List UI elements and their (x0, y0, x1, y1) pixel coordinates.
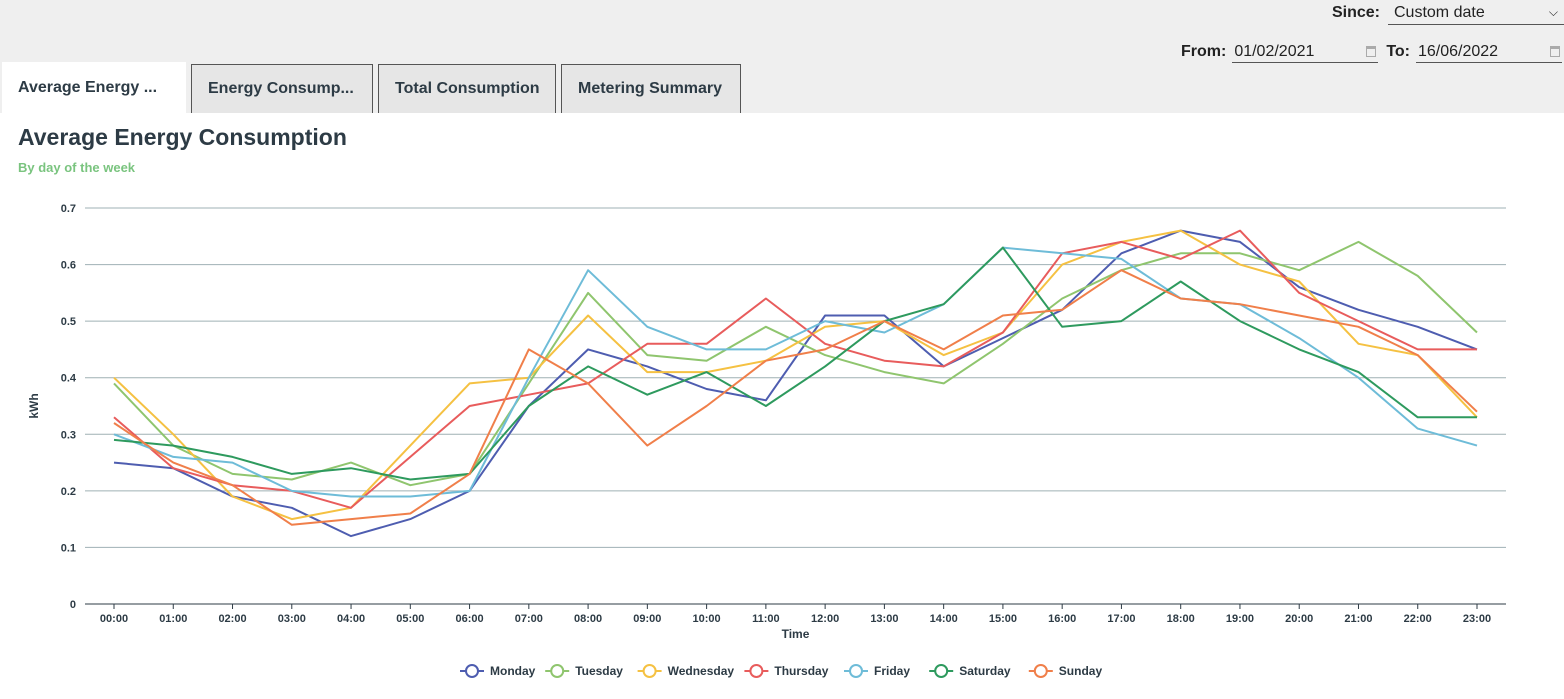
from-label: From: (1180, 43, 1227, 60)
x-tick-label: 22:00 (1404, 613, 1432, 625)
since-dropdown-value: Custom date (1394, 3, 1485, 21)
calendar-icon[interactable] (1366, 46, 1377, 57)
legend-label: Tuesday (575, 664, 623, 678)
legend-marker (1033, 664, 1048, 678)
legend-label: Friday (874, 664, 910, 678)
x-tick-label: 05:00 (396, 613, 424, 625)
chart-legend: Monday Tuesday Wednesday Thursday Friday Satu… (460, 664, 1102, 678)
legend-marker (642, 664, 657, 678)
legend-item-friday: Friday (844, 664, 910, 678)
tab-total-consumption[interactable]: Total Consumption (378, 64, 556, 113)
panel-title: Average Energy Consumption (18, 124, 347, 150)
chart-axes: 0 0.1 0.2 0.3 0.4 0.5 0.6 0.7 00:00 01:00 02:00 03:… (27, 203, 1506, 641)
x-tick-label: 23:00 (1463, 613, 1491, 625)
series-line-sunday (113, 269, 1478, 526)
chevron-down-icon: ⌵ (1548, 5, 1558, 19)
x-tick-label: 19:00 (1226, 613, 1254, 625)
series-line-monday (113, 229, 1478, 538)
x-tick-label: 15:00 (989, 613, 1017, 625)
legend-label: Monday (490, 664, 536, 678)
series-line-tuesday (113, 240, 1478, 487)
from-date-value: 01/02/2021 (1234, 42, 1315, 60)
series-line-thursday (113, 229, 1477, 509)
x-tick-label: 07:00 (515, 613, 543, 625)
series-line-wednesday (113, 229, 1478, 521)
legend-label: Thursday (774, 664, 828, 678)
legend-item-tuesday: Tuesday (545, 664, 623, 678)
series-line-friday (113, 246, 1478, 498)
y-tick-label: 0.7 (61, 203, 76, 215)
legend-label: Sunday (1059, 664, 1103, 678)
legend-item-wednesday: Wednesday (637, 664, 735, 678)
x-tick-label: 12:00 (811, 613, 839, 625)
x-tick-label: 01:00 (159, 613, 187, 625)
x-tick-label: 20:00 (1285, 613, 1313, 625)
x-tick-label: 18:00 (1167, 613, 1195, 625)
tab-bar: Average Energy ... Energy Consump... Tot… (2, 62, 746, 113)
x-tick-label: 03:00 (278, 613, 306, 625)
tab-energy-consumption[interactable]: Energy Consump... (191, 64, 373, 113)
from-date-input[interactable]: 01/02/2021 (1232, 41, 1379, 63)
since-label: Since: (1331, 4, 1380, 21)
x-tick-label: 17:00 (1107, 613, 1135, 625)
x-tick-label: 00:00 (100, 613, 128, 625)
x-tick-label: 10:00 (693, 613, 721, 625)
x-tick-label: 11:00 (752, 613, 780, 625)
to-label: To: (1386, 43, 1410, 60)
calendar-icon[interactable] (1550, 46, 1560, 57)
y-axis-title: kWh (27, 393, 41, 418)
to-date-input[interactable]: 16/06/2022 (1416, 41, 1562, 63)
top-toolbar: Since: Custom date ⌵ From: 01/02/2021 To… (0, 0, 1564, 113)
y-tick-label: 0.5 (61, 316, 76, 328)
legend-label: Wednesday (668, 664, 735, 678)
y-tick-label: 0.4 (61, 373, 77, 385)
y-tick-label: 0 (70, 599, 76, 611)
x-tick-label: 06:00 (455, 613, 483, 625)
legend-marker (934, 664, 949, 678)
y-tick-label: 0.1 (61, 542, 76, 554)
x-tick-label: 08:00 (574, 613, 602, 625)
panel-subtitle: By day of the week (18, 160, 136, 175)
legend-item-saturday: Saturday (929, 664, 1011, 678)
legend-marker (550, 664, 565, 678)
x-tick-label: 13:00 (870, 613, 898, 625)
legend-marker (849, 664, 863, 678)
legend-marker (749, 664, 764, 678)
tab-metering-summary[interactable]: Metering Summary (561, 64, 741, 113)
legend-label: Saturday (959, 664, 1011, 678)
tab-average-energy[interactable]: Average Energy ... (2, 62, 186, 113)
x-tick-label: 09:00 (633, 613, 661, 625)
legend-item-sunday: Sunday (1028, 664, 1103, 678)
to-date-value: 16/06/2022 (1418, 42, 1499, 60)
x-tick-label: 04:00 (337, 613, 365, 625)
legend-item-monday: Monday (460, 664, 536, 678)
legend-marker (465, 664, 479, 678)
line-chart: 0 0.1 0.2 0.3 0.4 0.5 0.6 0.7 00:00 01:00 02:00 03:… (27, 203, 1506, 678)
date-range: From: 01/02/2021 To: 16/06/2022 (1181, 40, 1562, 64)
x-tick-label: 16:00 (1048, 613, 1076, 625)
x-tick-label: 14:00 (930, 613, 958, 625)
since-dropdown[interactable]: Custom date ⌵ (1388, 1, 1564, 25)
chart-grid (85, 207, 1506, 548)
y-tick-label: 0.6 (61, 260, 76, 272)
x-axis-title: Time (782, 627, 810, 641)
chart-series (113, 229, 1478, 538)
x-tick-label: 02:00 (218, 613, 246, 625)
y-tick-label: 0.3 (61, 429, 76, 441)
legend-item-thursday: Thursday (744, 664, 829, 678)
x-tick-label: 21:00 (1344, 613, 1372, 625)
y-tick-label: 0.2 (61, 486, 76, 498)
since-filter: Since: Custom date ⌵ (1332, 0, 1564, 26)
series-line-saturday (113, 246, 1477, 481)
